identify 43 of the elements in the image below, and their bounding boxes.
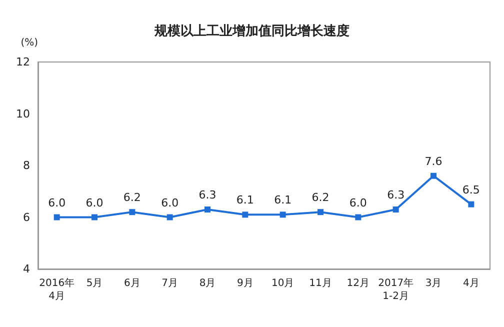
chart-title: 规模以上工业增加值同比增长速度: [154, 23, 350, 39]
data-label: 6.0: [86, 196, 104, 210]
point: [355, 214, 362, 220]
x-tick-label: 11月: [309, 278, 332, 289]
point: [129, 209, 136, 216]
x-tick-label: 5月: [86, 278, 103, 289]
y-tick-label: 4: [23, 262, 30, 276]
point: [430, 172, 436, 179]
x-tick-label: 6月: [124, 278, 140, 289]
y-tick-label: 12: [16, 56, 30, 68]
y-axis-title: (%): [20, 38, 38, 48]
data-label: 6.0: [349, 196, 367, 210]
x-tick-label: 9月: [236, 278, 254, 289]
y-tick-label: 8: [23, 159, 30, 172]
data-label: 6.2: [312, 191, 330, 204]
point: [468, 201, 474, 208]
data-label: 6.3: [387, 188, 405, 202]
y-tick-label: 10: [16, 107, 30, 120]
data-label: 6.1: [236, 194, 254, 207]
x-tick-label: 4月: [462, 278, 480, 289]
point: [54, 214, 60, 220]
y-tick-label: 6: [23, 210, 30, 224]
x-tick-label: 10月: [271, 278, 294, 289]
data-label: 6.3: [198, 188, 216, 202]
point: [280, 212, 286, 218]
data-label: 6.1: [274, 194, 292, 207]
x-tick-label: 2016年 4月: [39, 277, 75, 302]
point: [242, 212, 248, 218]
point: [204, 206, 210, 212]
x-tick-label: 3月: [425, 278, 442, 289]
x-tick-label: 2017年 1-2月: [378, 277, 414, 302]
data-label: 6.0: [48, 196, 66, 210]
point: [166, 214, 173, 220]
point: [318, 209, 324, 216]
point: [92, 214, 98, 220]
data-label: 6.2: [123, 191, 141, 204]
data-label: 6.0: [161, 196, 179, 210]
x-tick-label: 12月: [346, 278, 370, 289]
data-label: 6.5: [462, 183, 480, 196]
x-tick-label: 8月: [199, 278, 216, 289]
x-tick-label: 7月: [162, 278, 178, 289]
point: [392, 206, 399, 212]
data-label: 7.6: [424, 154, 442, 168]
